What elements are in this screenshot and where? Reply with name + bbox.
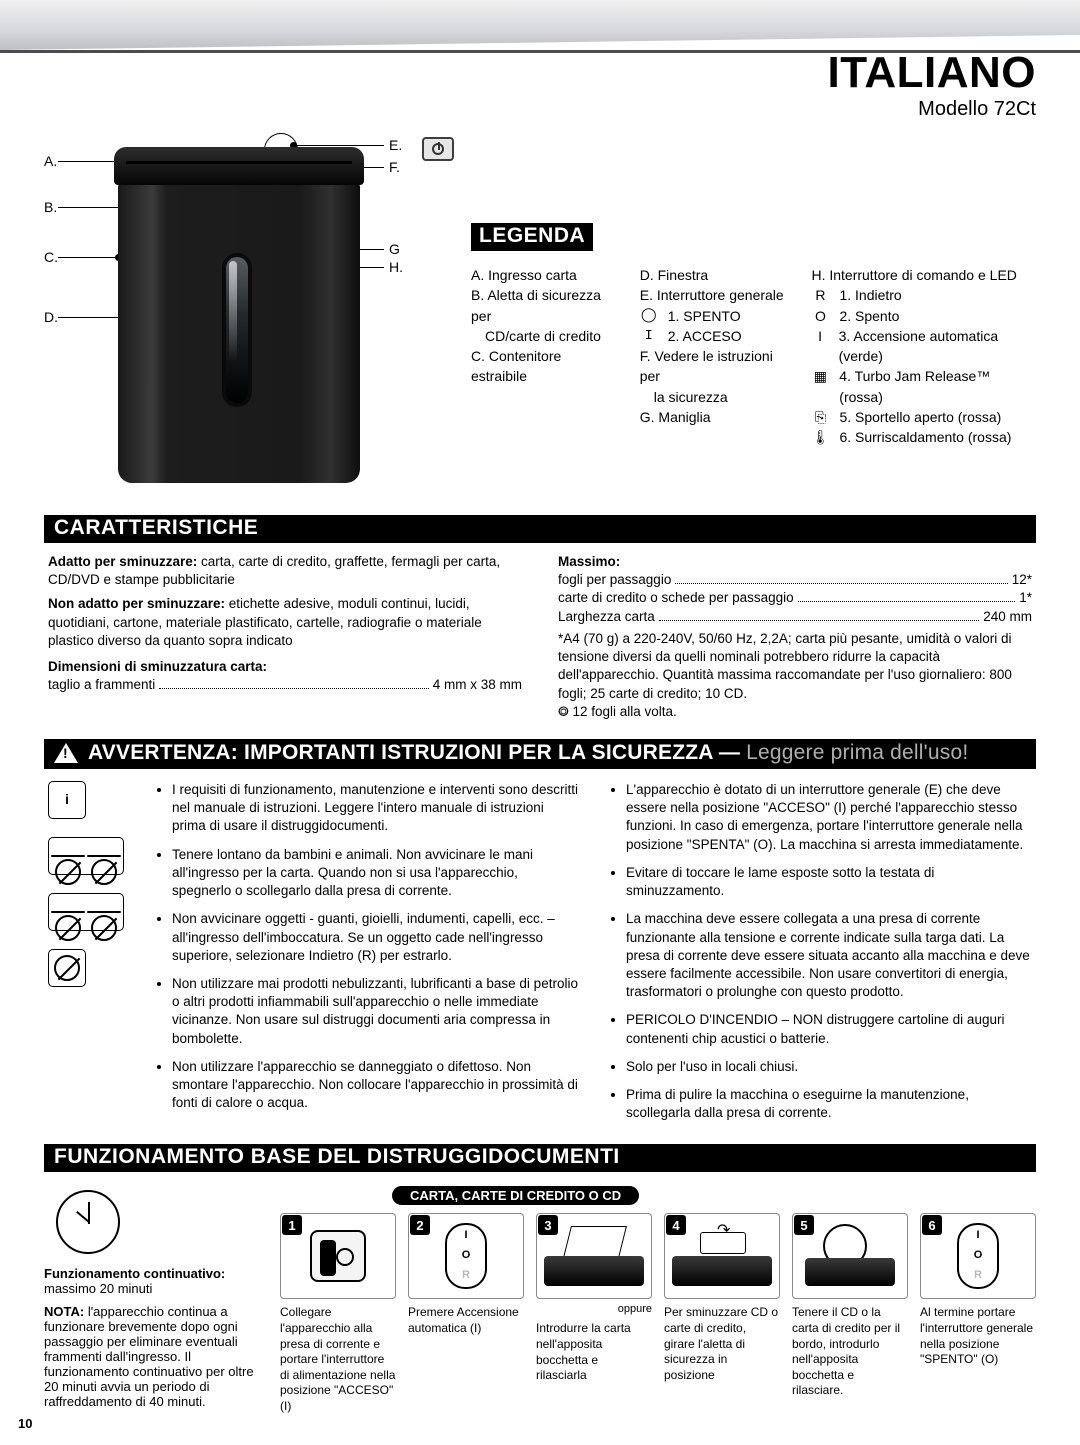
legend-col-1: A. Ingresso carta B. Aletta di sicurezza… [471,265,618,448]
cd-slot-icon: ↷ [672,1226,772,1286]
part-label-G: G [389,241,400,257]
caratteristiche-heading: CARATTERISTICHE [44,515,1036,543]
step-5: 5 Tenere il CD o la carta di credito per… [792,1213,908,1414]
caratter-col-1: Adatto per sminuzzare: carta, carte di c… [48,553,522,721]
safety-list-right: L'apparecchio è dotato di un interruttor… [608,781,1032,1133]
part-label-H: H. [389,259,403,275]
ior-switch-off-icon: IOR [957,1223,999,1289]
clock-icon [56,1190,120,1254]
operation-steps: 1 Collegare l'apparecchio alla presa di … [280,1213,1036,1414]
no-gloves-ties-icon [48,893,124,931]
operation-pill: CARTA, CARTE DI CREDITO O CD [392,1186,639,1205]
step-6: 6 IOR Al termine portare l'interruttore … [920,1213,1036,1414]
step-1: 1 Collegare l'apparecchio alla presa di … [280,1213,396,1414]
step-2: 2 IOR Premere Accensione automatica (I) [408,1213,524,1414]
rocker-switch-icon [310,1230,366,1282]
part-label-E: E. [389,137,402,153]
info-icon: i [48,781,86,819]
legend-col-3: H. Interruttore di comando e LED R1. Ind… [811,265,1036,448]
legend-col-2: D. Finestra E. Interruttore generale ◯1.… [640,265,790,448]
step-4: 4 ↷ Per sminuzzare CD o carte di credito… [664,1213,780,1414]
model-number: Modello 72Ct [44,98,1036,121]
operation-heading: FUNZIONAMENTO BASE DEL DISTRUGGIDOCUMENT… [44,1144,1036,1172]
part-label-A: A. [44,153,57,169]
operation-note: Funzionamento continuativo: massimo 20 m… [44,1186,264,1414]
part-label-B: B. [44,199,57,215]
warning-heading: AVVERTENZA: IMPORTANTI ISTRUZIONI PER LA… [44,739,1036,769]
legenda-heading: LEGENDA [471,223,593,251]
caratter-col-2: Massimo: fogli per passaggio12* carte di… [558,553,1032,721]
safety-list-left: I requisiti di funzionamento, manutenzio… [154,781,578,1133]
warning-triangle-icon [54,743,78,763]
product-diagram: A. B. C. D. E. F. G H. [44,143,459,503]
power-symbol-icon [422,137,454,161]
ior-switch-icon: IOR [445,1223,487,1289]
feed-paper-icon [544,1226,644,1286]
no-children-hands-icon [48,837,124,875]
page-number: 10 [18,1416,32,1431]
no-aerosol-icon [48,949,86,987]
part-label-C: C. [44,249,58,265]
step-3: 3 oppure Introdurre la carta nell'apposi… [536,1213,652,1414]
cd-insert-icon [805,1226,895,1286]
part-label-D: D. [44,309,58,325]
part-label-F: F. [389,159,400,175]
safety-icons: i [48,781,124,1133]
shredder-illustration [114,147,364,487]
